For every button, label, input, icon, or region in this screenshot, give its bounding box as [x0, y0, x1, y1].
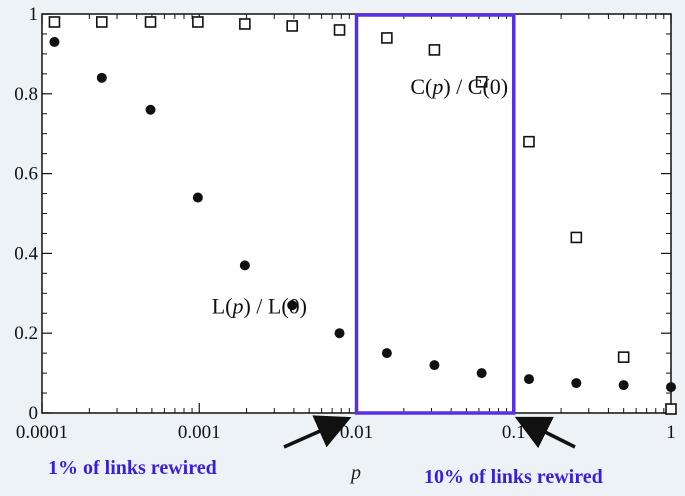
c-ratio-point	[617, 351, 630, 363]
series-l-markers	[49, 36, 676, 393]
series-label-c: C(p) / C(0)	[410, 74, 508, 99]
l-ratio-point	[239, 260, 250, 271]
annotation-1pct: 1% of links rewired	[48, 457, 217, 479]
l-ratio-point	[571, 378, 582, 389]
y-tick-label: 1	[29, 4, 39, 25]
c-ratio-point	[286, 20, 298, 32]
l-ratio-point	[96, 72, 107, 83]
c-ratio-point	[570, 231, 583, 244]
l-ratio-point	[429, 360, 440, 371]
y-tick-label: 0.4	[14, 243, 38, 264]
y-tick-label: 0.2	[14, 323, 38, 344]
l-ratio-point	[476, 368, 487, 379]
c-ratio-point	[192, 16, 204, 28]
series-c-markers	[48, 16, 677, 415]
series-label-l: L(p) / L(0)	[212, 293, 307, 318]
l-ratio-point	[381, 348, 392, 359]
l-ratio-point	[145, 104, 156, 115]
x-tick-label: 0.0001	[16, 422, 68, 443]
c-ratio-point	[381, 32, 393, 44]
x-axis-label: p	[349, 462, 361, 484]
c-ratio-point	[475, 76, 488, 88]
l-ratio-point	[618, 380, 629, 391]
l-ratio-point	[523, 374, 534, 385]
c-ratio-point	[144, 16, 157, 28]
c-ratio-point	[239, 18, 251, 30]
l-ratio-point	[666, 382, 676, 393]
y-tick-label: 0.6	[14, 164, 38, 185]
c-ratio-point	[95, 16, 108, 28]
c-ratio-point	[48, 16, 61, 28]
l-ratio-point	[192, 192, 203, 203]
x-tick-label: 0.001	[178, 422, 221, 443]
c-ratio-point	[665, 403, 677, 415]
x-tick-label: 0.01	[340, 422, 373, 443]
c-ratio-point	[523, 135, 535, 148]
highlight-region	[354, 13, 516, 415]
l-ratio-point	[49, 36, 60, 47]
arrow-10pct	[514, 416, 576, 449]
arrow-1pct	[283, 415, 352, 449]
x-tick-label: 0.1	[502, 422, 526, 443]
l-ratio-point	[334, 328, 345, 339]
axis-tick-labels: 0.0001 0.001 0.01 0.1 1 0 0.2 0.4 0.6 0.8 1	[14, 4, 676, 443]
c-ratio-point	[333, 24, 346, 36]
y-tick-label: 0.8	[14, 84, 38, 105]
annotation-10pct: 10% of links rewired	[424, 466, 603, 488]
y-tick-label: 0	[29, 403, 39, 424]
l-ratio-point	[287, 300, 298, 311]
c-ratio-point	[428, 44, 441, 56]
x-tick-label: 1	[666, 422, 676, 443]
